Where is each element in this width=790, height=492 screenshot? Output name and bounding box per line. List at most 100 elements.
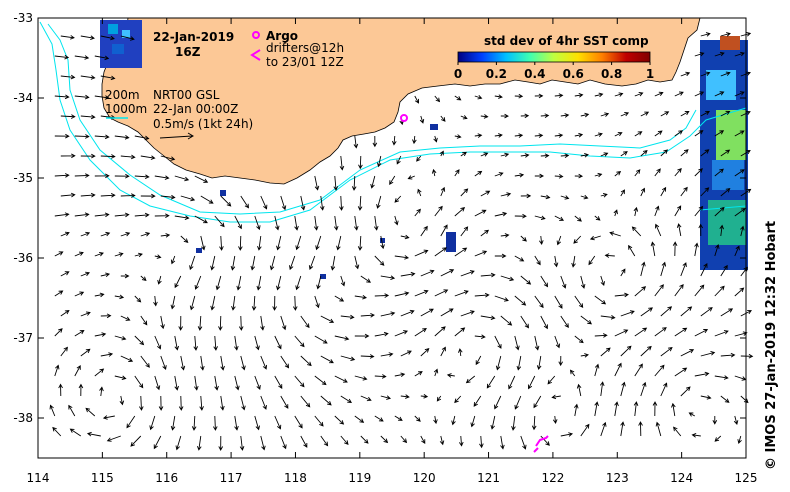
current-arrow: [640, 111, 650, 117]
latitude-axis: -33 -34 -35 -36 -37 -38: [13, 11, 746, 425]
current-arrow: [212, 415, 218, 431]
colorbar: [457, 51, 651, 63]
current-arrow: [534, 173, 545, 179]
current-arrow: [389, 175, 396, 185]
current-arrow: [320, 435, 329, 447]
current-arrow: [600, 152, 609, 157]
current-arrow: [380, 395, 392, 400]
current-arrow: [460, 270, 475, 277]
current-arrow: [414, 208, 421, 217]
current-arrow: [360, 312, 375, 318]
current-arrow: [394, 215, 399, 226]
current-arrow: [674, 168, 682, 177]
current-arrow: [200, 355, 205, 371]
current-arrow: [420, 225, 428, 237]
x-tick-label: 123: [606, 471, 629, 485]
current-arrow: [274, 215, 280, 231]
current-arrow: [280, 315, 287, 331]
current-arrow: [500, 233, 510, 238]
current-arrow: [580, 152, 589, 158]
sst-patch-east: [700, 36, 748, 270]
drifters-line2: to 23/01 12Z: [266, 55, 344, 69]
current-arrow: [573, 235, 582, 244]
current-arrow: [354, 415, 365, 423]
current-arrow: [140, 275, 147, 282]
current-arrow: [700, 149, 710, 157]
current-arrow: [94, 212, 110, 218]
map-time: 16Z: [175, 45, 201, 59]
current-arrow: [414, 95, 420, 104]
current-arrow: [712, 415, 718, 425]
current-arrow: [474, 209, 487, 217]
current-arrow: [694, 242, 699, 257]
current-arrow: [420, 348, 430, 357]
current-arrow: [414, 249, 429, 257]
current-arrow: [60, 309, 70, 317]
current-arrow: [740, 395, 749, 404]
current-arrow: [400, 271, 416, 277]
current-arrow: [560, 153, 570, 159]
current-arrow: [94, 368, 105, 377]
current-arrow: [473, 395, 482, 407]
current-arrow: [400, 309, 415, 317]
current-arrow: [554, 215, 565, 221]
colorbar-tick-label: 1: [646, 67, 654, 81]
current-arrow: [734, 130, 745, 137]
current-arrow: [434, 247, 447, 257]
current-arrow: [714, 91, 725, 97]
current-arrow: [60, 271, 70, 277]
current-arrow: [314, 415, 324, 427]
drifter-legend-icon: [250, 49, 261, 61]
current-arrow: [257, 235, 262, 251]
current-arrow: [100, 231, 111, 237]
current-arrow: [274, 375, 283, 389]
drifters-line1: drifters@12h: [266, 41, 344, 55]
current-arrow: [474, 95, 483, 100]
current-arrow: [574, 173, 584, 179]
current-arrow: [514, 395, 522, 410]
current-arrow: [654, 364, 665, 377]
current-arrow: [260, 315, 265, 331]
current-arrow: [551, 394, 561, 400]
current-arrow: [260, 395, 267, 410]
current-arrow: [672, 241, 678, 257]
current-arrow: [134, 375, 144, 389]
current-arrow: [654, 168, 661, 177]
current-arrow: [74, 291, 85, 297]
current-arrow: [600, 275, 605, 287]
current-arrow: [514, 255, 525, 262]
current-arrow: [737, 435, 742, 445]
current-arrow: [433, 135, 438, 143]
current-arrow: [434, 205, 443, 217]
current-arrow: [600, 315, 616, 320]
current-arrow: [534, 255, 541, 266]
colorbar-gradient: [457, 51, 651, 63]
current-arrow: [60, 153, 76, 159]
current-arrow: [374, 415, 384, 422]
current-arrow: [560, 195, 570, 200]
current-arrow: [374, 331, 389, 337]
current-arrow: [614, 131, 623, 137]
current-arrow: [294, 375, 305, 388]
current-arrow: [218, 315, 223, 331]
current-arrow: [594, 401, 599, 417]
current-arrow: [674, 327, 688, 337]
current-arrow: [454, 95, 462, 101]
current-arrow: [300, 435, 308, 448]
current-arrow: [354, 294, 368, 300]
current-arrow: [280, 195, 287, 211]
current-arrow: [536, 355, 542, 371]
current-arrow: [153, 295, 158, 307]
current-arrow: [680, 111, 690, 117]
y-tick-label: -35: [13, 171, 33, 185]
current-arrow: [280, 355, 290, 369]
current-arrow: [178, 315, 183, 331]
current-arrow: [260, 355, 268, 370]
current-arrow: [620, 381, 626, 397]
current-arrow: [74, 134, 90, 139]
current-arrow: [628, 244, 636, 257]
current-arrow: [620, 151, 628, 157]
current-arrow: [600, 421, 607, 437]
current-arrow: [460, 115, 468, 120]
current-arrow: [604, 253, 615, 258]
